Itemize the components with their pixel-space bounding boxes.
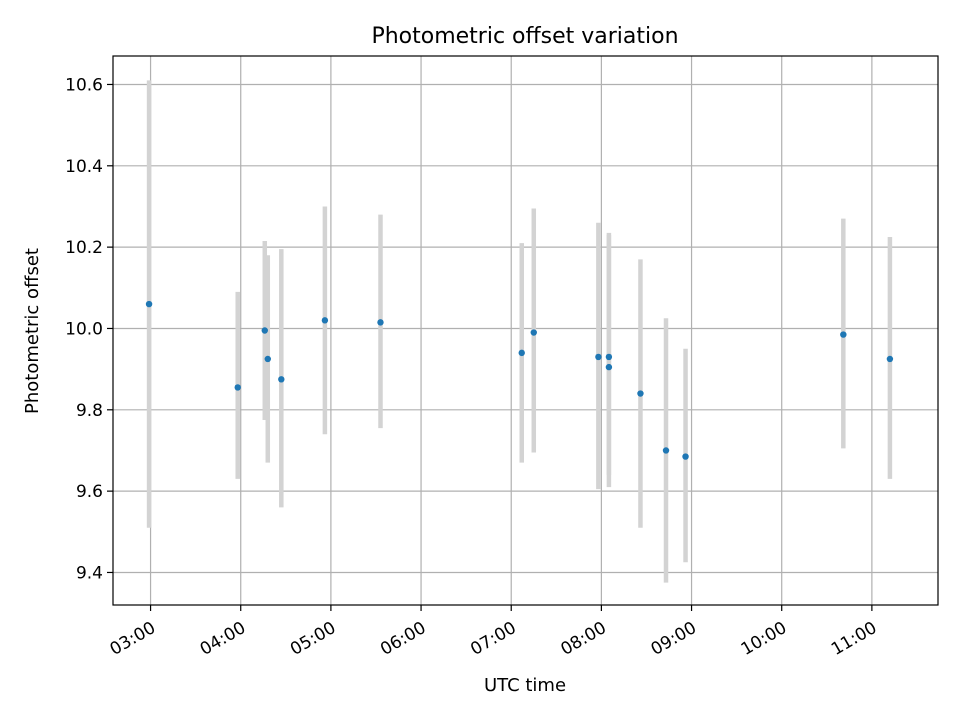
y-tick-label: 10.6 [65,75,103,95]
y-tick-label: 9.4 [76,563,103,583]
y-axis-label: Photometric offset [22,248,43,414]
data-point [595,353,602,361]
ticks [107,83,873,611]
y-tick-label: 9.6 [76,482,103,502]
y-tick-labels: 9.4 9.6 9.8 10.0 10.2 10.4 10.6 [65,75,103,583]
plot-frame [112,55,939,606]
data-point [605,353,613,361]
plot-area [113,56,938,605]
y-tick-label: 10.2 [65,238,103,258]
chart-title: Photometric offset variation [371,24,678,49]
data-point [264,355,271,363]
data-point [518,349,525,357]
data-point [145,300,153,308]
data-point [662,447,670,454]
data-point [377,319,384,326]
data-points [145,300,894,460]
y-tick-label: 9.8 [76,401,103,421]
data-point [682,453,689,460]
data-point [234,384,241,391]
data-point [886,355,894,363]
data-point [637,390,644,397]
data-point [605,363,613,371]
data-point [278,376,285,383]
data-point [530,329,537,336]
data-point [261,327,268,334]
y-tick-label: 10.0 [65,319,103,339]
x-axis-label: UTC time [484,675,566,696]
y-tick-label: 10.4 [65,157,103,177]
grid [113,56,938,605]
data-point [840,331,847,338]
data-point [321,317,329,324]
